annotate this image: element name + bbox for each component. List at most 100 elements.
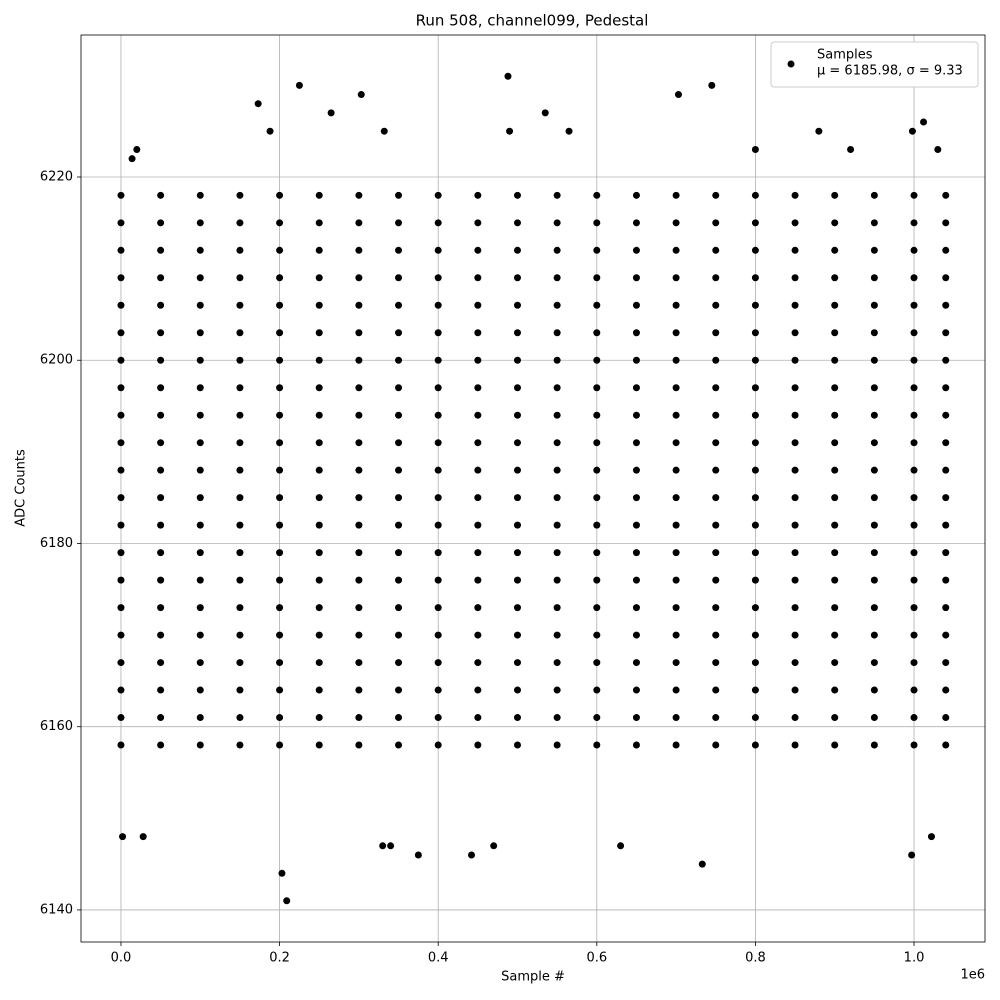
data-point: [791, 659, 799, 667]
data-point: [236, 219, 244, 227]
data-point: [315, 741, 323, 749]
data-point: [553, 356, 561, 364]
data-point: [276, 576, 284, 584]
data-point: [910, 521, 918, 529]
data-point: [276, 714, 284, 722]
data-point: [674, 91, 682, 99]
data-point: [910, 714, 918, 722]
data-point: [315, 494, 323, 502]
data-point: [315, 411, 323, 419]
data-point: [236, 274, 244, 282]
data-point: [831, 631, 839, 639]
data-point: [708, 81, 716, 89]
data-point: [672, 301, 680, 309]
data-point: [196, 356, 204, 364]
data-point: [395, 356, 403, 364]
data-point: [751, 274, 759, 282]
data-point: [831, 494, 839, 502]
data-point: [593, 246, 601, 254]
data-point: [942, 466, 950, 474]
data-point: [632, 246, 640, 254]
data-point: [414, 851, 422, 859]
data-point: [434, 274, 442, 282]
data-point: [831, 301, 839, 309]
data-point: [712, 411, 720, 419]
data-point: [870, 659, 878, 667]
data-point: [593, 274, 601, 282]
data-point: [593, 384, 601, 392]
data-point: [434, 521, 442, 529]
data-point: [117, 549, 125, 557]
data-point: [791, 384, 799, 392]
data-point: [395, 659, 403, 667]
data-point: [942, 604, 950, 612]
data-point: [513, 631, 521, 639]
data-point: [831, 274, 839, 282]
data-point: [553, 466, 561, 474]
data-point: [117, 439, 125, 447]
data-point: [236, 329, 244, 337]
data-point: [870, 604, 878, 612]
data-point: [870, 494, 878, 502]
data-point: [117, 659, 125, 667]
data-point: [157, 301, 165, 309]
data-point: [831, 246, 839, 254]
data-point: [632, 329, 640, 337]
data-point: [513, 191, 521, 199]
data-point: [751, 549, 759, 557]
data-point: [910, 686, 918, 694]
data-point: [617, 842, 625, 850]
data-point: [474, 631, 482, 639]
data-point: [632, 384, 640, 392]
data-point: [513, 659, 521, 667]
data-point: [910, 494, 918, 502]
data-point: [196, 659, 204, 667]
data-point: [355, 246, 363, 254]
data-point: [434, 411, 442, 419]
data-point: [593, 494, 601, 502]
data-point: [196, 439, 204, 447]
data-point: [712, 521, 720, 529]
data-point: [474, 494, 482, 502]
data-point: [276, 191, 284, 199]
data-point: [276, 356, 284, 364]
data-point: [831, 411, 839, 419]
x-tick-label: 1.0: [904, 951, 925, 966]
data-point: [553, 384, 561, 392]
data-point: [513, 246, 521, 254]
data-point: [315, 576, 323, 584]
data-point: [831, 576, 839, 584]
data-point: [513, 356, 521, 364]
data-point: [434, 439, 442, 447]
x-axis-label: Sample #: [501, 970, 565, 985]
data-point: [870, 411, 878, 419]
data-point: [157, 714, 165, 722]
data-point: [355, 191, 363, 199]
data-point: [791, 521, 799, 529]
data-point: [236, 191, 244, 199]
data-point: [117, 686, 125, 694]
data-point: [751, 631, 759, 639]
data-point: [474, 741, 482, 749]
data-point: [632, 439, 640, 447]
data-point: [157, 439, 165, 447]
axes-layer: 0.0 0.2 0.4 0.6 0.8 1.0 6140 6160 6180 6200 6220: [40, 170, 924, 966]
data-point: [632, 494, 640, 502]
data-point: [133, 146, 141, 154]
data-point: [474, 384, 482, 392]
data-point: [910, 356, 918, 364]
data-point: [315, 301, 323, 309]
data-point: [513, 549, 521, 557]
data-point: [315, 439, 323, 447]
data-point: [632, 521, 640, 529]
data-point: [541, 109, 549, 117]
data-point: [593, 329, 601, 337]
data-point: [434, 549, 442, 557]
data-point: [565, 127, 573, 135]
data-point: [395, 521, 403, 529]
data-point: [266, 127, 274, 135]
y-tick-label: 6140: [40, 902, 73, 917]
data-point: [506, 127, 514, 135]
data-point: [593, 741, 601, 749]
